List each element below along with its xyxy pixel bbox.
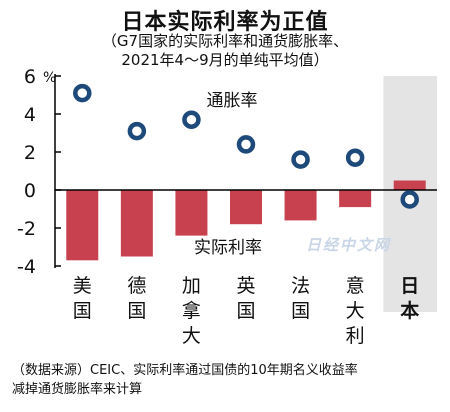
category-label-char: 拿 [182, 299, 201, 322]
category-label-char: 利 [346, 325, 365, 347]
category-label-char: 国 [127, 300, 146, 322]
bar-real-rate-2 [120, 190, 153, 257]
marker-inflation-2 [127, 121, 147, 141]
category-label-char: 国 [73, 300, 92, 322]
source-note: （数据来源）CEIC、实际利率通过国债的10年期名义收益率 减掉通货膨胀率来计算 [12, 361, 442, 399]
category-label-char: 大 [346, 300, 365, 322]
source-note-line2: 减掉通货膨胀率来计算 [12, 382, 143, 397]
marker-inflation-1 [73, 83, 92, 103]
y-tick-label: -4 [17, 256, 36, 278]
y-tick-label: 2 [24, 142, 36, 164]
category-label-char: 法 [291, 275, 310, 297]
category-label-char: 大 [182, 325, 201, 347]
marker-inflation-5 [291, 150, 310, 169]
bar-real-rate-5 [284, 190, 317, 221]
category-label-char: 加 [182, 275, 201, 297]
marker-inflation-7 [400, 190, 419, 209]
category-label-char: 日 [400, 275, 419, 297]
category-label-char: 美 [73, 275, 92, 297]
category-label-char: 国 [236, 300, 255, 322]
category-label-char: 英 [236, 275, 255, 297]
chart-title: 日本实际利率为正值 [121, 10, 329, 35]
bar-real-rate-7 [393, 180, 426, 190]
marker-inflation-6 [345, 148, 365, 167]
bar-real-rate-6 [339, 190, 372, 208]
chart-subtitle-line2: 2021年4～9月的单纯平均值） [121, 51, 329, 69]
category-label-char: 国 [291, 300, 310, 322]
category-label-char: 本 [400, 299, 419, 322]
series-label-inflation: 通胀率 [207, 91, 258, 111]
marker-inflation-4 [236, 135, 256, 154]
source-note-line1: （数据来源）CEIC、实际利率通过国债的10年期名义收益率 [12, 363, 358, 378]
y-tick-label: 4 [24, 104, 36, 126]
marker-inflation-3 [182, 110, 201, 129]
category-label-char: 德 [127, 275, 146, 297]
category-label-char: 意 [346, 275, 365, 297]
bar-real-rate-4 [230, 190, 262, 225]
bar-real-rate-3 [175, 190, 208, 236]
bar-real-rate-1 [66, 190, 99, 261]
chart-subtitle-line1: （G7国家的实际利率和通货膨胀率、 [101, 32, 349, 50]
y-tick-label: -2 [17, 218, 36, 240]
series-label-real-rate: 实际利率 [194, 238, 262, 258]
y-tick-label: 0 [24, 180, 36, 202]
y-tick-label: 6 [24, 66, 36, 88]
y-unit-label: % [43, 70, 56, 86]
watermark: 日经中文网 [306, 236, 392, 254]
